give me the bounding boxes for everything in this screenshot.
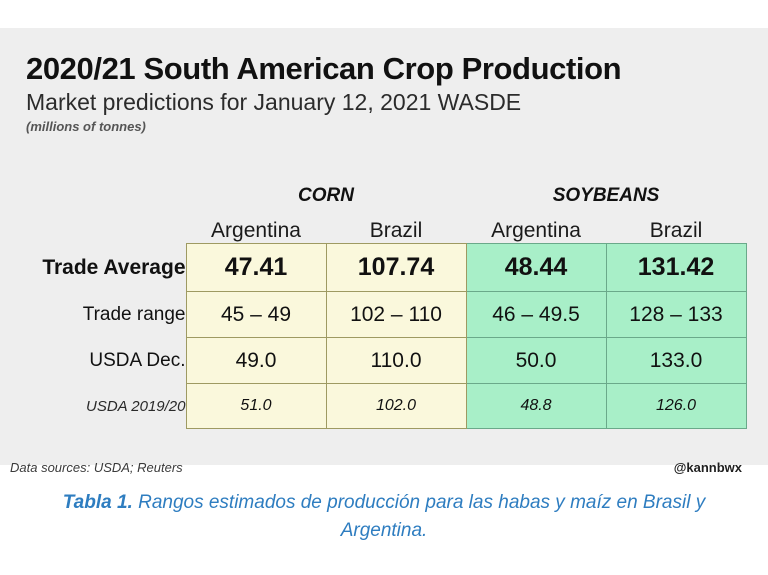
- cell-usda-2019-20-soybeans-argentina: 48.8: [465, 383, 607, 429]
- column-header-corn-brazil: Brazil: [326, 209, 467, 244]
- group-header-corn: CORN: [186, 183, 467, 209]
- row-label-usda-2019-20: USDA 2019/20: [10, 383, 186, 429]
- subtitle: Market predictions for January 12, 2021 …: [26, 89, 522, 115]
- cell-usda-2019-20-corn-brazil: 102.0: [325, 383, 467, 429]
- column-header-soybeans-argentina: Argentina: [466, 209, 607, 244]
- row-label-trade-range: Trade range: [10, 291, 186, 338]
- figure-caption: Tabla 1. Rangos estimados de producción …: [34, 489, 734, 545]
- headline-block: 2020/21 South American Crop Production M…: [26, 52, 742, 135]
- author-handle: @kannbwx: [673, 460, 742, 475]
- cell-trade-average-soybeans-brazil: 131.42: [605, 243, 747, 292]
- column-header-corn-argentina: Argentina: [186, 209, 326, 244]
- group-header-spacer: [10, 183, 186, 209]
- cell-usda-dec-corn-argentina: 49.0: [185, 337, 327, 384]
- table-row-usda-dec: USDA Dec. 49.0 110.0 50.0 133.0: [10, 337, 747, 384]
- cell-trade-range-corn-argentina: 45 – 49: [185, 291, 327, 338]
- table-row-trade-range: Trade range 45 – 49 102 – 110 46 – 49.5 …: [10, 291, 747, 338]
- cell-trade-average-soybeans-argentina: 48.44: [465, 243, 607, 292]
- table-row-usda-2019-20: USDA 2019/20 51.0 102.0 48.8 126.0: [10, 383, 747, 429]
- page-title: 2020/21 South American Crop Production: [26, 51, 622, 86]
- caption-text: Rangos estimados de producción para las …: [132, 492, 706, 541]
- table-group-header-row: CORN SOYBEANS: [10, 183, 747, 209]
- cell-trade-average-corn-brazil: 107.74: [325, 243, 467, 292]
- table-country-header-row: Argentina Brazil Argentina Brazil: [10, 209, 747, 244]
- cell-usda-2019-20-corn-argentina: 51.0: [185, 383, 327, 429]
- row-label-trade-average: Trade Average: [10, 243, 186, 292]
- cell-trade-range-soybeans-brazil: 128 – 133: [605, 291, 747, 338]
- source-note: Data sources: USDA; Reuters: [10, 460, 183, 475]
- units-note: (millions of tonnes): [26, 119, 146, 134]
- table-row-trade-average: Trade Average 47.41 107.74 48.44 131.42: [10, 243, 747, 292]
- graphic-footer: Data sources: USDA; Reuters @kannbwx: [10, 460, 746, 482]
- cell-trade-average-corn-argentina: 47.41: [185, 243, 327, 292]
- column-header-soybeans-brazil: Brazil: [606, 209, 747, 244]
- cell-trade-range-soybeans-argentina: 46 – 49.5: [465, 291, 607, 338]
- cell-usda-dec-corn-brazil: 110.0: [325, 337, 467, 384]
- crop-production-table: CORN SOYBEANS Argentina Brazil Argentina…: [10, 183, 747, 429]
- country-header-spacer: [10, 209, 186, 244]
- cell-trade-range-corn-brazil: 102 – 110: [325, 291, 467, 338]
- caption-label: Tabla 1.: [62, 492, 133, 513]
- crop-production-graphic: 2020/21 South American Crop Production M…: [0, 28, 768, 475]
- cell-usda-dec-soybeans-brazil: 133.0: [605, 337, 747, 384]
- group-header-soybeans: SOYBEANS: [466, 183, 747, 209]
- row-label-usda-dec: USDA Dec.: [10, 337, 186, 384]
- cell-usda-2019-20-soybeans-brazil: 126.0: [605, 383, 747, 429]
- cell-usda-dec-soybeans-argentina: 50.0: [465, 337, 607, 384]
